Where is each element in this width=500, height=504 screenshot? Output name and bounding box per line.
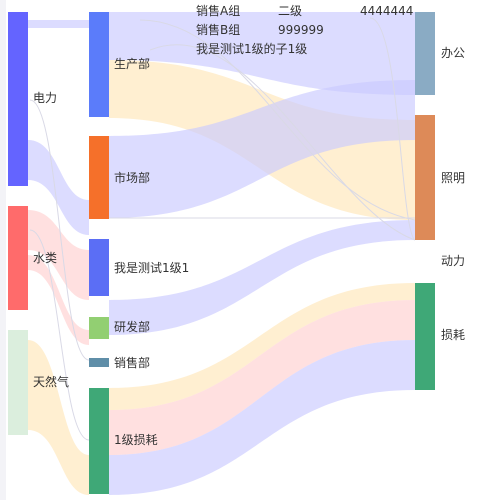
link-water-gas-strip xyxy=(28,255,89,345)
link-thin-2 xyxy=(149,44,416,241)
link-thin-5 xyxy=(369,17,416,241)
link-thin-1 xyxy=(139,19,416,221)
link-loss1-loss-a xyxy=(109,283,415,410)
label-salesA: 销售A组 xyxy=(196,3,240,18)
node-market-bar[interactable] xyxy=(89,136,109,219)
label-electric: 电力 xyxy=(33,91,57,105)
label-gas: 天然气 xyxy=(33,374,69,389)
flow-links xyxy=(28,12,416,495)
label-salesB: 销售B组 xyxy=(196,22,240,37)
node-sales-bar[interactable] xyxy=(89,358,109,367)
node-prod-bar[interactable] xyxy=(89,12,109,117)
label-water: 水类 xyxy=(33,251,57,265)
label-loss: 损耗 xyxy=(441,328,465,342)
node-test1-bar[interactable] xyxy=(89,239,109,296)
node-loss1-bar[interactable] xyxy=(89,388,109,494)
label-loss1: 1级损耗 xyxy=(114,433,158,447)
link-loss1-loss-c xyxy=(109,340,415,495)
label-power: 动力 xyxy=(441,254,465,268)
link-gas-loss1 xyxy=(28,340,89,495)
link-test1-lighting xyxy=(109,220,415,335)
label-market: 市场部 xyxy=(114,170,150,185)
node-loss-bar[interactable] xyxy=(415,283,435,390)
node-lighting-bar[interactable] xyxy=(415,115,435,240)
node-office-bar[interactable] xyxy=(415,12,435,95)
label-lighting: 照明 xyxy=(441,171,465,185)
sankey-labels: 电力 水类 天然气 生产部 市场部 我是测试1级1 研发部 销售部 1级损耗 销… xyxy=(33,3,465,447)
label-test1: 我是测试1级1 xyxy=(114,260,189,275)
node-electric-bar[interactable] xyxy=(8,12,28,186)
link-thin-4 xyxy=(29,229,90,441)
left-edge-strip xyxy=(0,0,6,500)
label-4444444: 4444444 xyxy=(360,4,413,18)
link-prod-office xyxy=(109,12,415,95)
label-office: 办公 xyxy=(441,45,465,60)
link-electric-prod xyxy=(28,20,89,28)
label-level2: 二级 xyxy=(278,4,302,18)
label-prod: 生产部 xyxy=(114,56,150,71)
link-loss1-loss-b xyxy=(109,300,415,455)
node-rd-bar[interactable] xyxy=(89,317,109,339)
node-gas-bar[interactable] xyxy=(8,330,28,435)
link-thin-3 xyxy=(29,99,90,361)
sankey-nodes xyxy=(8,12,435,494)
link-electric-loss1 xyxy=(28,140,89,235)
link-water-market xyxy=(28,210,89,300)
label-sales: 销售部 xyxy=(114,355,150,370)
label-rd: 研发部 xyxy=(114,319,150,334)
link-market-office xyxy=(109,80,415,218)
label-testChild: 我是测试1级的子1级 xyxy=(196,41,307,56)
label-999999: 999999 xyxy=(278,23,324,37)
node-water-bar[interactable] xyxy=(8,206,28,310)
